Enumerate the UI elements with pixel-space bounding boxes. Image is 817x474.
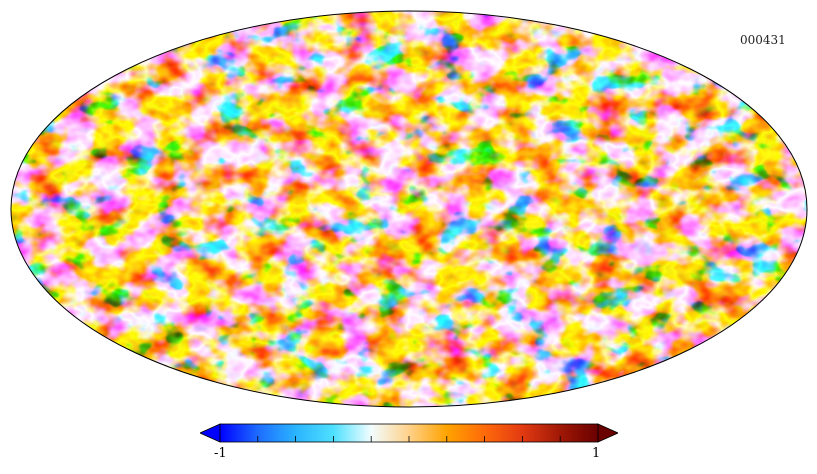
map-identifier: 000431 xyxy=(740,33,786,47)
colorbar-under-arrow xyxy=(200,423,221,443)
colorbar xyxy=(200,423,618,443)
map-field xyxy=(11,11,807,407)
colorbar-min-label: -1 xyxy=(214,446,227,461)
map-outline xyxy=(10,10,808,408)
colorbar-max-label: 1 xyxy=(592,446,601,461)
colorbar-ticks xyxy=(219,436,599,442)
colorbar-over-arrow xyxy=(597,423,618,443)
